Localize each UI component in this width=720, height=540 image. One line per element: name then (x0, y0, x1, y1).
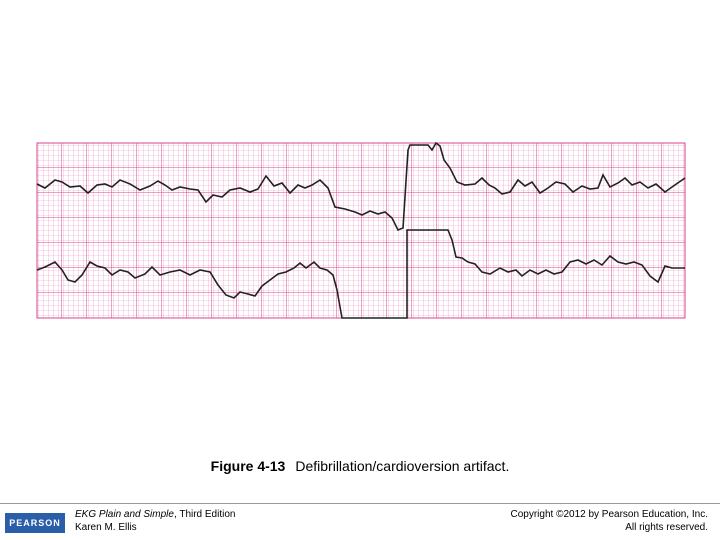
ekg-trace-bottom (36, 229, 685, 319)
book-title: EKG Plain and Simple (75, 509, 174, 520)
ekg-grid (36, 142, 686, 319)
ekg-trace-top (36, 141, 686, 232)
copyright: Copyright ©2012 by Pearson Education, In… (510, 509, 709, 520)
publisher-logo: PEARSON (5, 513, 65, 533)
figure-label: Figure 4-13 (210, 458, 286, 474)
figure-caption: Figure 4-13 Defibrillation/cardioversion … (0, 458, 720, 474)
edition: , Third Edition (173, 509, 236, 520)
caption-text: Defibrillation/cardioversion artifact. (295, 458, 510, 474)
book-info: EKG Plain and Simple, Third Edition (75, 509, 235, 520)
footer-divider (0, 503, 720, 504)
author: Karen M. Ellis (75, 522, 137, 533)
rights: All rights reserved. (625, 522, 708, 533)
